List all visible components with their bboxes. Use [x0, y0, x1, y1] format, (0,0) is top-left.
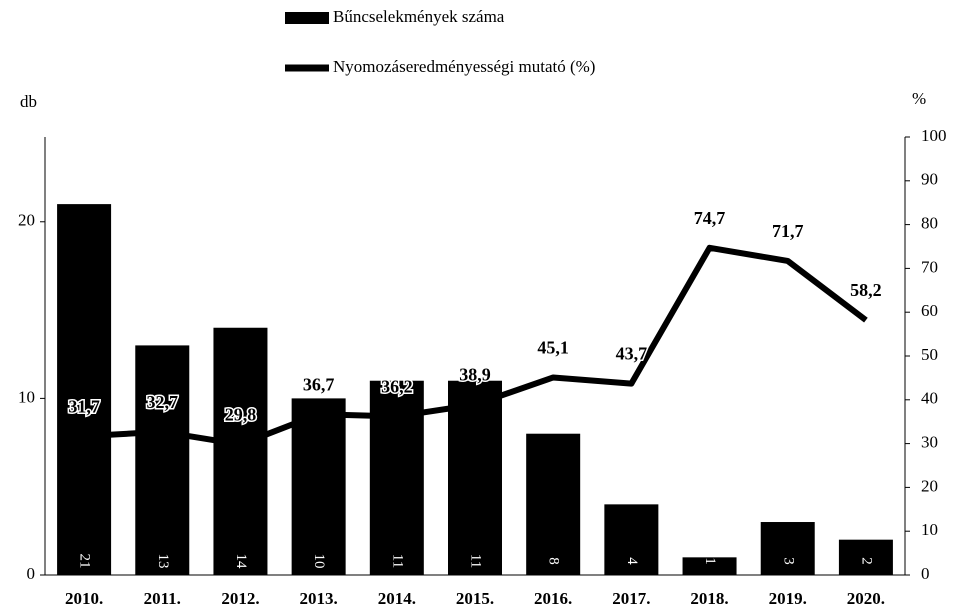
bar	[838, 539, 893, 575]
y2-tick-label: 40	[921, 389, 938, 408]
bar-value-label: 4	[624, 557, 640, 565]
bar-value-label: 8	[546, 557, 562, 565]
y2-tick-label: 70	[921, 257, 938, 276]
y-tick-label: 20	[18, 211, 35, 230]
x-tick-label: 2012.	[221, 589, 259, 608]
line-value-label: 38,9	[459, 365, 491, 385]
line-value-label: 32,7	[147, 392, 179, 412]
y2-tick-label: 80	[921, 214, 938, 233]
bar	[291, 398, 346, 575]
bar-value-label: 21	[77, 554, 93, 569]
bar-value-label: 14	[233, 554, 249, 570]
y2-tick-label: 90	[921, 170, 938, 189]
line-value-label: 29,8	[225, 405, 257, 425]
bar-value-label: 10	[311, 554, 327, 569]
x-tick-label: 2013.	[300, 589, 338, 608]
y-tick-label: 10	[18, 387, 35, 406]
y2-tick-label: 30	[921, 433, 938, 452]
bar	[57, 204, 112, 575]
bar-value-label: 2	[858, 557, 874, 565]
bar	[213, 327, 268, 575]
y2-tick-label: 10	[921, 520, 938, 539]
y-axis-title: db	[20, 92, 37, 111]
line-value-label: 58,2	[850, 280, 882, 300]
x-tick-label: 2011.	[144, 589, 181, 608]
y-tick-label: 0	[27, 564, 36, 583]
y2-tick-label: 100	[921, 126, 947, 145]
line	[83, 244, 868, 448]
line-value-label: 74,7	[694, 208, 726, 228]
line-value-label: 43,7	[616, 344, 648, 364]
bar	[604, 504, 659, 575]
x-tick-label: 2020.	[847, 589, 885, 608]
bar	[526, 433, 581, 575]
x-tick-label: 2017.	[612, 589, 650, 608]
line-value-label: 31,7	[68, 396, 100, 416]
bar	[448, 380, 502, 575]
legend-label: Nyomozáseredményességi mutató (%)	[333, 57, 595, 76]
bar-value-label: 1	[702, 557, 718, 565]
x-tick-label: 2014.	[378, 589, 416, 608]
bar	[760, 522, 815, 575]
y2-tick-label: 50	[921, 345, 938, 364]
bar	[682, 557, 737, 575]
bar-value-label: 11	[389, 554, 405, 568]
x-tick-label: 2019.	[769, 589, 807, 608]
line-value-label: 36,7	[303, 374, 335, 394]
legend-marker	[285, 12, 329, 24]
y2-axis-title: %	[912, 89, 926, 108]
bar	[369, 380, 424, 575]
y2-tick-label: 0	[921, 564, 930, 583]
x-tick-label: 2016.	[534, 589, 572, 608]
x-tick-label: 2018.	[690, 589, 728, 608]
bar	[135, 345, 190, 575]
line-value-label: 45,1	[537, 338, 569, 358]
bar-value-label: 11	[468, 554, 484, 568]
line-value-label: 36,2	[381, 377, 413, 397]
legend-label: Bűncselekmények száma	[333, 7, 505, 26]
line-value-label: 71,7	[772, 221, 804, 241]
x-tick-label: 2010.	[65, 589, 103, 608]
bar-value-label: 13	[155, 554, 171, 569]
x-tick-label: 2015.	[456, 589, 494, 608]
y2-tick-label: 60	[921, 301, 938, 320]
bar-value-label: 3	[780, 557, 796, 565]
y2-tick-label: 20	[921, 476, 938, 495]
